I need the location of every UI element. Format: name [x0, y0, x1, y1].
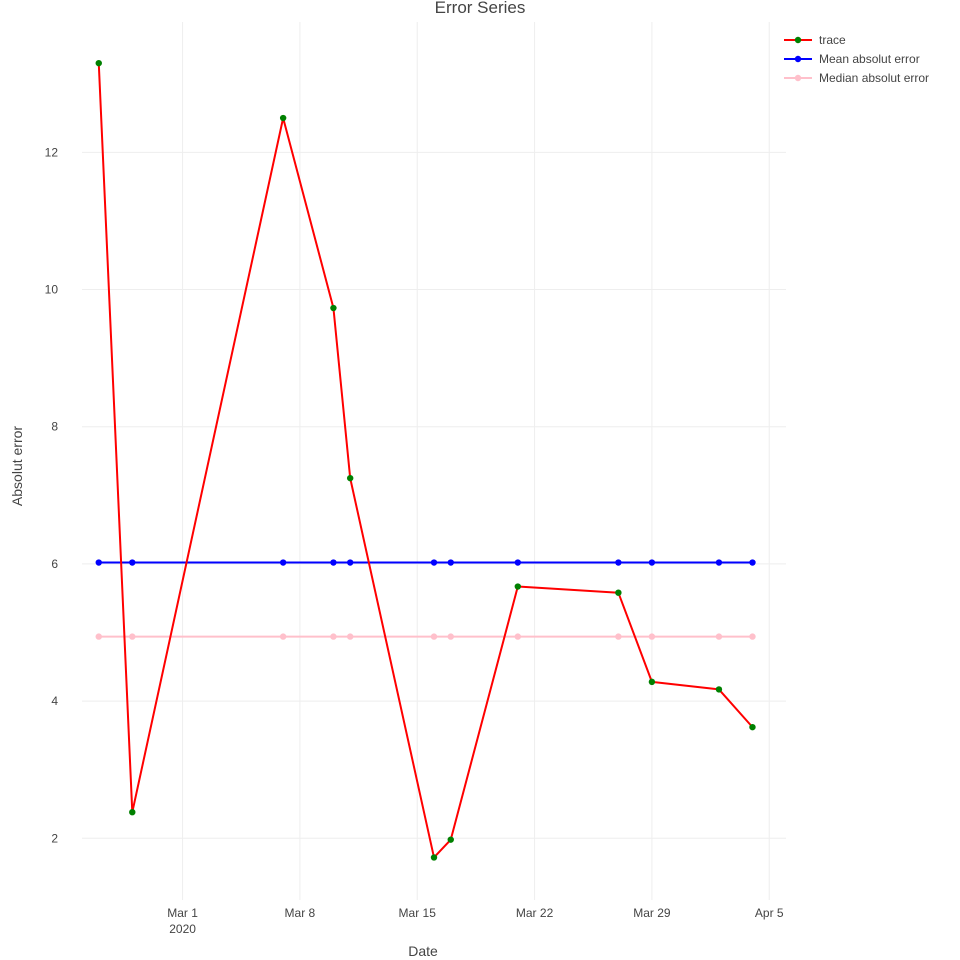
grid	[82, 22, 786, 900]
data-point	[615, 633, 622, 640]
data-point	[430, 633, 438, 640]
y-tick-label: 12	[45, 145, 59, 159]
data-point	[648, 633, 656, 640]
series-layer	[95, 59, 756, 861]
x-tick-label: Mar 22	[516, 906, 554, 920]
x-axis: Mar 1 2020 Mar 8 Mar 15 Mar 22 Mar 29 Apr 5	[167, 906, 784, 936]
data-point	[330, 304, 337, 312]
legend-label: trace	[819, 33, 846, 47]
data-point	[430, 854, 438, 861]
y-tick-label: 2	[51, 831, 58, 845]
legend-marker	[794, 74, 802, 82]
data-point	[715, 686, 723, 693]
data-point	[447, 836, 454, 843]
data-point	[279, 559, 287, 566]
y-tick-label: 6	[51, 557, 58, 571]
data-point	[648, 678, 656, 686]
data-point	[749, 559, 756, 566]
data-point	[346, 474, 354, 482]
legend-item: Mean absolut error	[784, 52, 920, 66]
x-tick-label: Apr 5	[755, 906, 784, 920]
data-point	[615, 559, 622, 566]
data-point	[330, 633, 337, 640]
data-point	[346, 559, 354, 566]
chart-title: Error Series	[435, 0, 526, 17]
data-point	[648, 559, 656, 566]
x-tick-year-label: 2020	[169, 922, 196, 936]
legend-marker	[794, 55, 802, 63]
y-axis: 2 4 6 8 10 12	[45, 145, 59, 845]
data-point	[447, 633, 454, 640]
series-median-absolut-error	[95, 633, 756, 640]
data-point	[129, 559, 136, 566]
data-point	[279, 114, 287, 122]
data-point	[715, 633, 723, 640]
data-point	[129, 809, 136, 816]
series-trace	[95, 59, 756, 861]
y-tick-label: 4	[51, 694, 58, 708]
data-point	[346, 633, 354, 640]
series-mean-absolut-error	[95, 559, 756, 566]
x-axis-title: Date	[408, 943, 438, 959]
x-tick-label: Mar 1	[167, 906, 198, 920]
data-point	[749, 633, 756, 640]
legend-label: Median absolut error	[819, 71, 929, 85]
y-tick-label: 10	[45, 283, 59, 297]
data-point	[95, 633, 102, 640]
data-point	[279, 633, 287, 640]
x-tick-label: Mar 8	[285, 906, 316, 920]
legend-marker	[794, 36, 802, 44]
y-tick-label: 8	[51, 420, 58, 434]
data-point	[514, 583, 522, 590]
data-point	[430, 559, 438, 566]
legend-item: Median absolut error	[784, 71, 929, 85]
data-point	[95, 559, 102, 566]
data-point	[715, 559, 723, 566]
series-line	[97, 63, 754, 859]
legend-item: trace	[784, 33, 846, 47]
data-point	[514, 559, 522, 566]
data-point	[447, 559, 454, 566]
data-point	[95, 59, 102, 67]
data-point	[514, 633, 522, 640]
data-point	[330, 559, 337, 566]
data-point	[615, 589, 622, 596]
data-point	[129, 633, 136, 640]
y-axis-title: Absolut error	[9, 426, 25, 506]
legend-label: Mean absolut error	[819, 52, 920, 66]
x-tick-label: Mar 15	[399, 906, 437, 920]
x-tick-label: Mar 29	[633, 906, 671, 920]
data-point	[749, 723, 756, 731]
legend: trace Mean absolut error Median absolut er…	[784, 33, 929, 85]
